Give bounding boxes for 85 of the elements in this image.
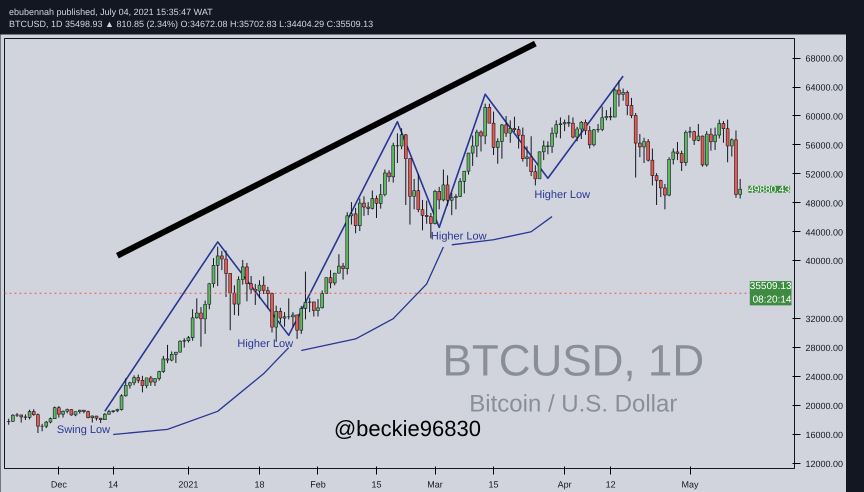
candlestick — [52, 406, 56, 420]
line-series — [300, 246, 444, 352]
text: Bitcoin / U.S. Dollar — [469, 390, 678, 418]
candlestick — [658, 179, 663, 198]
y-tick-label: 16000.00 — [806, 430, 844, 440]
x-tick-label: May — [682, 480, 700, 490]
x-tick-label: 14 — [108, 480, 118, 490]
annotation: Higher Low — [237, 338, 294, 350]
candlestick — [600, 106, 604, 132]
annotation: Higher Low — [430, 230, 487, 242]
y-tick-label: 48000.00 — [806, 198, 844, 208]
candlestick — [529, 136, 533, 177]
text: ebubennah published, July 04, 2021 15:35:47 WAT — [9, 6, 214, 18]
y-tick-label: 56000.00 — [806, 140, 844, 150]
annotation: Swing Low — [56, 424, 110, 436]
candlestick — [278, 307, 282, 324]
candlestick — [300, 305, 304, 334]
candlestick — [588, 126, 592, 150]
candlestick — [370, 190, 374, 210]
candlestick — [404, 134, 408, 206]
candlestick — [312, 301, 316, 317]
candlestick — [558, 116, 562, 139]
candlestick — [692, 130, 696, 146]
text: BTCUSD, 1D 35498.93 ▲ 810.85 (2.34%) O:34672.08 H:35702.83 L:34404.29 C:35509.13 — [9, 18, 374, 30]
candlestick — [182, 338, 186, 348]
candlestick — [36, 412, 40, 434]
text: BTCUSD, 1D — [442, 336, 704, 386]
ref-line-label: 35509.13 08:20:14 — [750, 281, 792, 306]
y-tick-label: 24000.00 — [806, 372, 844, 382]
y-tick-label: 52000.00 — [806, 169, 844, 180]
candlestick — [132, 374, 136, 386]
x-tick-label: Feb — [310, 480, 326, 490]
candlestick — [170, 350, 174, 362]
y-tick-label: 12000.00 — [806, 458, 844, 469]
candlestick — [500, 123, 504, 160]
candlestick — [592, 128, 596, 147]
candlestick — [28, 409, 32, 420]
candlestick — [220, 250, 224, 271]
candlestick — [575, 126, 579, 142]
y-tick-label: 60000.00 — [806, 111, 844, 122]
candlestick — [216, 246, 220, 287]
candlestick — [571, 116, 575, 139]
x-tick-label: Dec — [50, 480, 68, 490]
annotation: @beckie96830 — [334, 416, 481, 442]
x-tick-label: 2021 — [178, 480, 198, 490]
candlestick — [642, 137, 646, 164]
candlestick — [416, 173, 420, 213]
candlestick — [713, 127, 717, 150]
candlestick — [521, 127, 525, 162]
candlestick — [580, 120, 584, 140]
candlestick — [722, 120, 726, 144]
y-tick-label: 40000.00 — [806, 256, 844, 266]
candlestick — [144, 377, 148, 389]
y-tick-label: 32000.00 — [806, 314, 844, 324]
candlestick — [190, 308, 194, 342]
y-tick-label: 20000.00 — [806, 401, 844, 412]
candlestick — [149, 375, 153, 386]
candlestick — [562, 119, 566, 132]
candlestick — [726, 119, 730, 163]
candlestick — [718, 119, 722, 139]
annotation: Higher Low — [534, 189, 590, 202]
candlestick — [358, 198, 362, 232]
candlestick — [291, 312, 295, 328]
candlestick — [512, 116, 516, 132]
x-tick-label: 12 — [606, 480, 616, 490]
candlestick — [140, 375, 144, 393]
y-tick-label: 64000.00 — [806, 82, 844, 92]
y-tick-label: 68000.00 — [806, 54, 844, 64]
annotation: 49880.43 — [748, 184, 790, 196]
candlestick — [626, 90, 630, 116]
candlestick — [57, 406, 61, 418]
candlestick — [475, 129, 479, 158]
candlestick — [424, 200, 428, 224]
x-tick-label: 18 — [254, 480, 264, 490]
y-tick-label: 28000.00 — [806, 343, 844, 354]
candlestick — [178, 340, 182, 354]
candlestick — [374, 195, 378, 219]
x-tick-label: 15 — [488, 480, 499, 490]
x-tick-label: Apr — [558, 480, 572, 490]
candlestick — [308, 297, 312, 313]
x-tick-label: 15 — [372, 480, 382, 490]
candlestick — [508, 120, 512, 144]
x-tick-label: Mar — [427, 480, 443, 490]
candlestick — [442, 169, 446, 202]
y-tick-label: 44000.00 — [806, 227, 844, 238]
